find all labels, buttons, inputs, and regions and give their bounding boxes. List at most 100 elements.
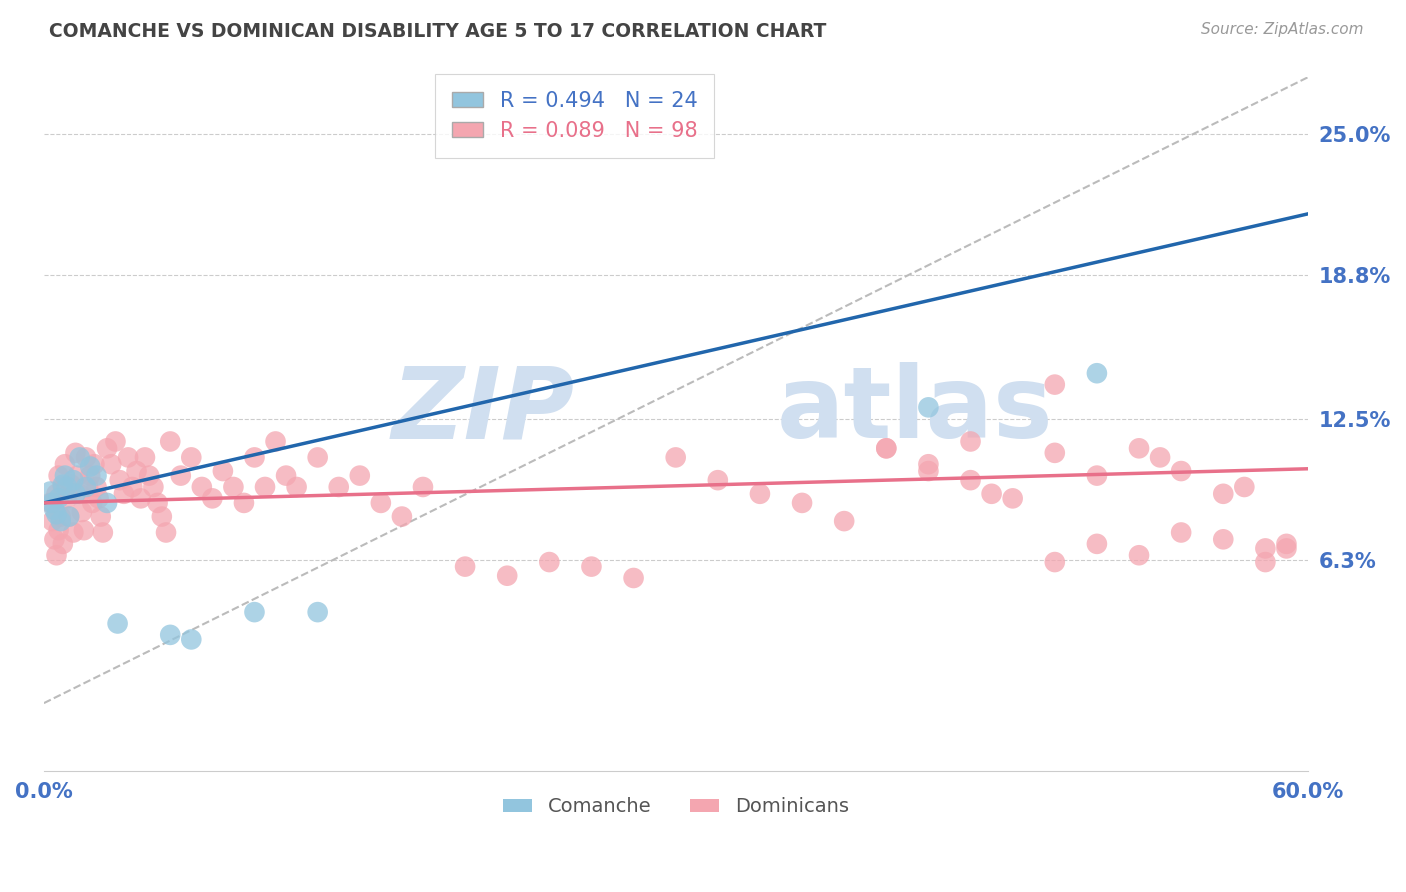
- Point: [49, 514, 72, 528]
- Point: [748, 487, 770, 501]
- Point: [100, 457, 122, 471]
- Point: [60, 477, 83, 491]
- Point: [1170, 525, 1192, 540]
- Point: [1275, 541, 1298, 556]
- Point: [1254, 555, 1277, 569]
- Point: [264, 434, 287, 449]
- Point: [52, 477, 75, 491]
- Text: Source: ZipAtlas.com: Source: ZipAtlas.com: [1201, 22, 1364, 37]
- Point: [121, 480, 143, 494]
- Point: [108, 473, 131, 487]
- Point: [87, 491, 110, 506]
- Point: [274, 468, 297, 483]
- Point: [212, 464, 235, 478]
- Point: [52, 480, 75, 494]
- Point: [243, 450, 266, 465]
- Point: [1170, 464, 1192, 478]
- Point: [917, 401, 939, 415]
- Point: [222, 480, 245, 494]
- Point: [56, 480, 79, 494]
- Point: [1001, 491, 1024, 506]
- Point: [1128, 548, 1150, 562]
- Point: [581, 559, 603, 574]
- Point: [90, 509, 112, 524]
- Point: [44, 533, 66, 547]
- Point: [832, 514, 855, 528]
- Point: [44, 502, 66, 516]
- Point: [45, 548, 67, 562]
- Point: [96, 442, 118, 456]
- Point: [48, 523, 70, 537]
- Point: [1233, 480, 1256, 494]
- Point: [496, 568, 519, 582]
- Point: [707, 473, 730, 487]
- Point: [623, 571, 645, 585]
- Point: [454, 559, 477, 574]
- Point: [1085, 366, 1108, 380]
- Point: [146, 496, 169, 510]
- Point: [129, 491, 152, 506]
- Point: [48, 491, 70, 506]
- Point: [77, 480, 100, 494]
- Point: [1128, 442, 1150, 456]
- Text: ZIP: ZIP: [392, 362, 575, 459]
- Point: [125, 464, 148, 478]
- Point: [980, 487, 1002, 501]
- Point: [1149, 450, 1171, 465]
- Point: [70, 505, 93, 519]
- Point: [412, 480, 434, 494]
- Point: [170, 468, 193, 483]
- Point: [1043, 377, 1066, 392]
- Point: [86, 468, 108, 483]
- Point: [45, 487, 67, 501]
- Point: [233, 496, 256, 510]
- Point: [62, 525, 84, 540]
- Point: [138, 468, 160, 483]
- Point: [39, 484, 62, 499]
- Point: [538, 555, 561, 569]
- Point: [49, 509, 72, 524]
- Legend: Comanche, Dominicans: Comanche, Dominicans: [495, 789, 856, 824]
- Point: [48, 468, 70, 483]
- Point: [41, 496, 63, 510]
- Point: [79, 459, 101, 474]
- Point: [1085, 537, 1108, 551]
- Point: [52, 537, 75, 551]
- Point: [180, 450, 202, 465]
- Point: [875, 442, 897, 456]
- Point: [112, 487, 135, 501]
- Point: [150, 509, 173, 524]
- Point: [159, 628, 181, 642]
- Point: [79, 468, 101, 483]
- Point: [1212, 533, 1234, 547]
- Point: [73, 523, 96, 537]
- Point: [180, 632, 202, 647]
- Point: [45, 508, 67, 522]
- Point: [91, 525, 114, 540]
- Point: [58, 509, 80, 524]
- Text: atlas: atlas: [776, 362, 1053, 459]
- Point: [349, 468, 371, 483]
- Point: [391, 509, 413, 524]
- Point: [1275, 537, 1298, 551]
- Point: [959, 434, 981, 449]
- Point: [1085, 468, 1108, 483]
- Point: [53, 457, 76, 471]
- Point: [155, 525, 177, 540]
- Point: [75, 450, 97, 465]
- Point: [142, 480, 165, 494]
- Point: [1254, 541, 1277, 556]
- Text: COMANCHE VS DOMINICAN DISABILITY AGE 5 TO 17 CORRELATION CHART: COMANCHE VS DOMINICAN DISABILITY AGE 5 T…: [49, 22, 827, 41]
- Point: [243, 605, 266, 619]
- Point: [665, 450, 688, 465]
- Point: [39, 496, 62, 510]
- Point: [1212, 487, 1234, 501]
- Point: [65, 487, 87, 501]
- Point: [790, 496, 813, 510]
- Point: [307, 450, 329, 465]
- Point: [41, 514, 63, 528]
- Point: [875, 442, 897, 456]
- Point: [959, 473, 981, 487]
- Point: [201, 491, 224, 506]
- Point: [307, 605, 329, 619]
